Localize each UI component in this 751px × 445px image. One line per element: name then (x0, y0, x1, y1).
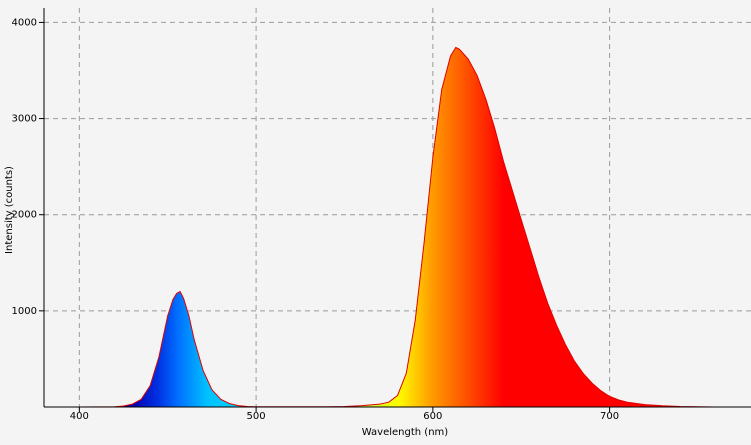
spectrum-area (44, 47, 751, 408)
spectrum-line (44, 46, 751, 408)
grid (44, 8, 751, 407)
y-tick-label: 1000 (12, 306, 37, 317)
y-axis-label: Intensity (counts) (4, 166, 15, 254)
x-tick-label: 500 (247, 411, 266, 422)
plot (44, 46, 751, 408)
x-axis-label: Wavelength (nm) (362, 427, 448, 438)
x-tick-label: 400 (70, 411, 89, 422)
x-tick-label: 600 (423, 411, 442, 422)
x-tick-label: 700 (600, 411, 619, 422)
y-tick-label: 3000 (12, 114, 37, 125)
y-tick-label: 4000 (12, 17, 37, 28)
y-tick-label: 2000 (12, 210, 37, 221)
